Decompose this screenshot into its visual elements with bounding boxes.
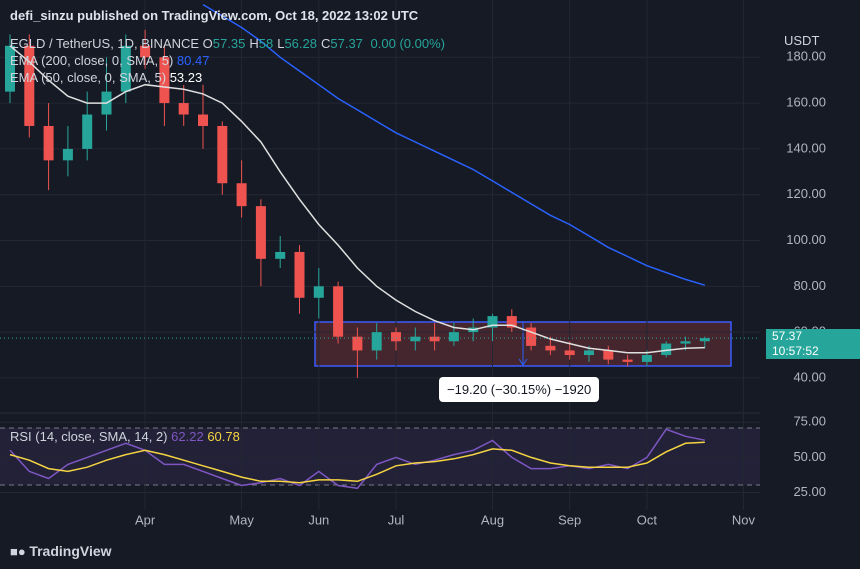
candle-body [429,336,440,342]
rsi-value: 62.22 [171,429,204,444]
ohlc-label: L [277,36,285,51]
y-tick-label: 140.00 [786,140,826,155]
ohlc-value: 57.35 [212,36,246,51]
candle-body [699,338,710,342]
price: 57.37 [772,329,803,343]
candle-body [140,45,151,58]
x-tick-label: Oct [637,512,658,527]
x-tick-label: Nov [732,512,756,527]
x-tick-label: Apr [135,512,156,527]
measure-arrowhead [518,358,528,366]
currency: USDT [784,33,820,48]
candle-body [487,316,498,328]
candle-body [680,341,691,344]
candle-body [352,336,363,351]
y-tick-label: 180.00 [786,49,826,64]
x-tick-label: Jun [308,512,329,527]
symbol: EGLD / TetherUS, 1D, BINANCE [10,36,200,51]
candle-body [313,286,324,298]
candle-body [198,114,208,126]
candle-body [120,45,131,92]
candle-body [5,45,15,92]
candle-body [159,57,170,104]
legend-ema200: EMA (200, close, 0, SMA, 5) 80.47 [10,53,209,68]
candle-body [622,359,633,362]
candle-body [526,327,537,346]
ohlc-value: 58 [258,36,274,51]
x-tick-label: Jul [388,512,405,527]
line-series [202,3,706,286]
marks [0,3,760,490]
rsi-name: RSI (14, close, SMA, 14, 2) [10,429,168,444]
header: defi_sinzu published on TradingView.com,… [10,8,419,23]
price-tag: 57.37 10:57:52 [766,329,860,359]
candle-body [43,125,54,161]
y-tick-label: 160.00 [786,95,826,110]
candle-body [448,332,459,342]
candle-body [506,316,517,328]
x-tick-label: May [229,512,254,527]
candle-body [410,336,421,342]
candle-body [294,251,305,298]
logo: ■● [10,544,30,559]
line-series [9,441,705,484]
ohlc-label: H [249,36,259,51]
candle-body [82,114,93,149]
ema-name: EMA (200, close, 0, SMA, 5) [10,53,174,68]
y-tick-label: 50.00 [793,449,826,464]
x-tick-label: Aug [481,512,504,527]
candle-body [391,332,401,342]
candle-body [564,350,575,356]
candle-body [178,103,189,115]
candle-body [333,286,344,337]
candle-body [661,343,672,356]
candle-body [545,345,556,351]
y-tick-label: 25.00 [793,484,826,499]
candle-body [236,183,247,207]
ohlc-label: O [202,36,213,51]
candle-body [217,125,228,184]
candle-body [255,206,266,259]
change: 0.00 (0.00%) [370,36,445,51]
candle-body [603,350,614,360]
ohlc: O57.35 H58 L56.28 C57.37 [203,36,367,51]
y-tick-label: 100.00 [786,232,826,247]
rsi-sma-value: 60.78 [207,429,240,444]
ema-value: 53.23 [169,70,203,85]
candle-body [584,350,594,356]
ema-name: EMA (50, close, 0, SMA, 5) [10,70,167,85]
legend-ema50: EMA (50, close, 0, SMA, 5) 53.23 [10,70,203,85]
candle-body [641,355,652,362]
y-tick-label: 40.00 [793,369,826,384]
candle-body [62,148,73,161]
ohlc-value: 57.37 [330,36,363,51]
ohlc-value: 56.28 [284,36,317,51]
candle-body [371,332,382,351]
x-tick-label: Sep [558,512,581,527]
measure-label: −19.20 (−30.15%) −1920 [439,377,600,402]
y-tick-label: 120.00 [786,186,826,201]
candle-body [275,251,286,259]
y-tick-label: 75.00 [793,414,826,429]
ohlc-label: C [320,36,331,51]
line-series [9,45,705,354]
countdown: 10:57:52 [772,344,819,358]
footer-text: TradingView [29,543,112,559]
y-tick-label: 80.00 [793,278,826,293]
line-series [9,428,705,490]
rsi-band [0,428,760,485]
legend-rsi: RSI (14, close, SMA, 14, 2) 62.22 60.78 [10,429,240,444]
footer: ■● TradingView [10,543,112,559]
legend-main: EGLD / TetherUS, 1D, BINANCE O57.35 H58 L5… [10,36,445,51]
ema-value: 80.47 [176,53,210,68]
candle-body [24,45,35,126]
